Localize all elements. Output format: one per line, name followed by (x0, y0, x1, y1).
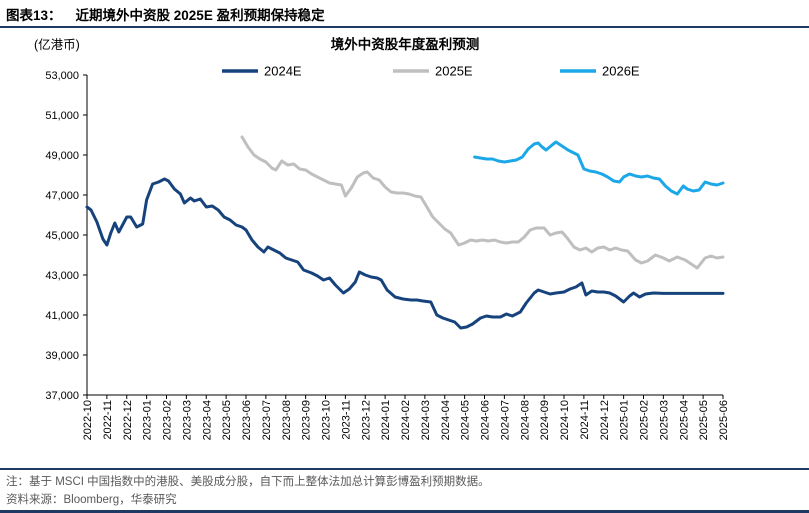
y-tick-label: 49,000 (45, 150, 79, 162)
y-tick-label: 51,000 (45, 110, 79, 122)
x-tick-label: 2023-10 (321, 400, 333, 440)
x-tick-label: 2023-02 (162, 400, 174, 440)
x-tick-label: 2023-03 (181, 400, 193, 440)
footnote: 注：基于 MSCI 中国指数中的港股、美股成分股，自下而上整体法加总计算彭博盈利… (6, 476, 490, 488)
legend-2026E-label: 2026E (602, 64, 640, 79)
x-tick-label: 2023-05 (221, 400, 233, 440)
x-tick-label: 2024-03 (420, 400, 432, 440)
x-tick-label: 2023-09 (301, 400, 313, 440)
x-tick-label: 2025-06 (718, 400, 730, 440)
x-tick-label: 2024-09 (539, 400, 551, 440)
x-tick-label: 2024-07 (499, 400, 511, 440)
x-tick-label: 2023-08 (281, 400, 293, 440)
x-tick-label: 2024-11 (579, 400, 591, 440)
figure-label: 图表13： (6, 8, 62, 23)
y-tick-label: 37,000 (45, 390, 79, 402)
source-note: 资料来源：Bloomberg，华泰研究 (6, 494, 177, 506)
x-tick-label: 2024-04 (440, 400, 452, 440)
x-tick-label: 2023-07 (261, 400, 273, 440)
x-tick-label: 2023-12 (360, 400, 372, 440)
x-tick-label: 2025-02 (639, 400, 651, 440)
y-tick-label: 39,000 (45, 350, 79, 362)
x-tick-label: 2025-03 (658, 400, 670, 440)
figure-header: 图表13： 近期境外中资股 2025E 盈利预期保持稳定 (0, 0, 809, 28)
x-tick-label: 2022-10 (82, 400, 94, 440)
x-tick-label: 2025-05 (698, 400, 710, 440)
series-2026E-line (473, 140, 725, 196)
x-tick-label: 2025-04 (678, 400, 690, 440)
x-tick-label: 2024-05 (460, 400, 472, 440)
x-tick-label: 2024-08 (519, 400, 531, 440)
page-title: 图表13： 近期境外中资股 2025E 盈利预期保持稳定 (6, 4, 325, 24)
x-tick-label: 2023-01 (142, 400, 154, 440)
x-tick-label: 2023-11 (340, 400, 352, 440)
x-tick-label: 2022-12 (122, 400, 134, 440)
x-tick-label: 2023-04 (201, 400, 213, 440)
figure-footer: 注：基于 MSCI 中国指数中的港股、美股成分股，自下而上整体法加总计算彭博盈利… (0, 468, 809, 513)
y-tick-label: 45,000 (45, 230, 79, 242)
x-tick-label: 2022-11 (102, 400, 114, 440)
bottom-rule (0, 510, 809, 513)
earnings-forecast-chart: (亿港币) 境外中资股年度盈利预测 2024E 2025E 2026E 37,000 39,… (34, 36, 730, 440)
chart-title: 境外中资股年度盈利预测 (331, 36, 480, 52)
x-tick-label: 2024-01 (380, 400, 392, 440)
x-tick-label: 2024-02 (400, 400, 412, 440)
series-2024E-line (85, 177, 725, 330)
y-tick-label: 53,000 (45, 70, 79, 82)
y-tick-label: 43,000 (45, 270, 79, 282)
legend-2025E-label: 2025E (435, 64, 473, 79)
series-2025E-line (240, 135, 725, 270)
y-tick-label: 47,000 (45, 190, 79, 202)
y-axis-unit-label: (亿港币) (34, 37, 80, 52)
x-tick-label: 2024-10 (559, 400, 571, 440)
x-tick-label: 2024-06 (480, 400, 492, 440)
y-tick-label: 41,000 (45, 310, 79, 322)
legend-2024E-label: 2024E (264, 64, 302, 79)
x-tick-label: 2024-12 (599, 400, 611, 440)
x-tick-label: 2023-06 (241, 400, 253, 440)
figure-title: 近期境外中资股 2025E 盈利预期保持稳定 (75, 8, 325, 23)
x-tick-label: 2025-01 (619, 400, 631, 440)
